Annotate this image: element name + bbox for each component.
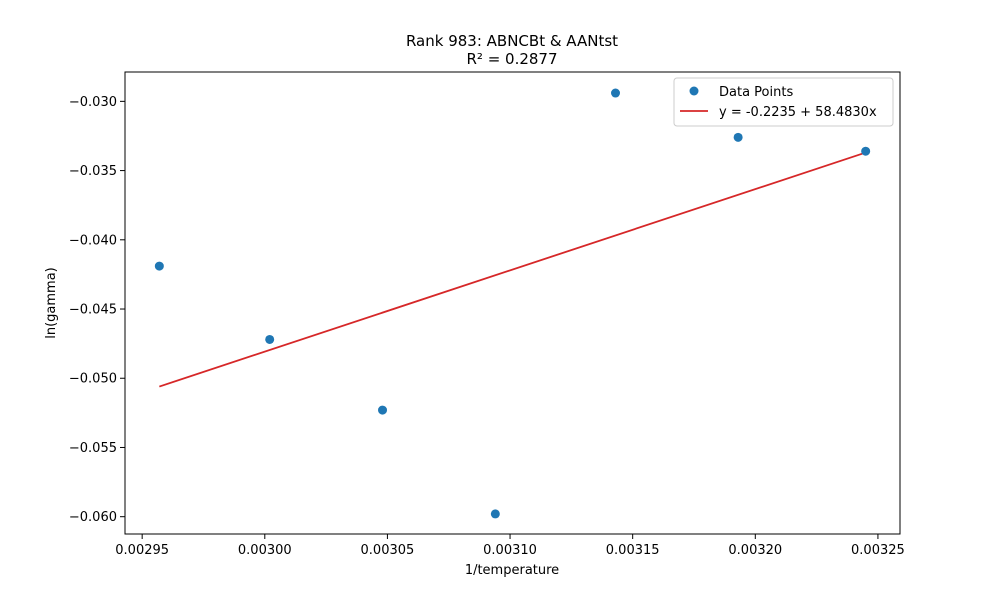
y-axis-label: ln(gamma)	[44, 267, 59, 339]
x-tick-label: 0.00325	[851, 543, 905, 558]
data-point	[490, 509, 500, 519]
x-axis: 0.00295 0.00300 0.00305 0.00310 0.00315 0.003…	[115, 534, 905, 558]
legend-marker-data-points	[689, 86, 699, 96]
x-tick-label: 0.00295	[115, 543, 169, 558]
x-tick-label: 0.00320	[728, 543, 782, 558]
legend-label-fit-line: y = -0.2235 + 58.4830x	[719, 105, 877, 120]
data-point	[611, 88, 621, 98]
data-point	[733, 132, 743, 142]
x-tick-label: 0.00315	[606, 543, 660, 558]
data-points-layer	[154, 88, 871, 519]
legend-box	[673, 77, 894, 127]
y-tick-label: −0.060	[69, 510, 117, 525]
fit-line-layer	[159, 151, 866, 388]
y-axis: −0.060 −0.055 −0.050 −0.045 −0.040 −0.035 −0.0…	[69, 95, 125, 525]
x-tick-label: 0.00300	[238, 543, 292, 558]
y-tick-label: −0.055	[69, 441, 117, 456]
data-point	[265, 334, 275, 344]
legend-label-data-points: Data Points	[719, 85, 793, 100]
legend: Data Points y = -0.2235 + 58.4830x	[673, 77, 894, 127]
y-tick-label: −0.040	[69, 233, 117, 248]
data-point	[154, 261, 164, 271]
plot-area	[124, 71, 901, 535]
data-point	[861, 146, 871, 156]
x-axis-label: 1/temperature	[465, 563, 559, 578]
y-tick-label: −0.045	[69, 303, 117, 318]
data-point	[378, 405, 388, 415]
x-tick-label: 0.00310	[483, 543, 537, 558]
x-tick-label: 0.00305	[361, 543, 415, 558]
y-tick-label: −0.050	[69, 372, 117, 387]
y-tick-label: −0.035	[69, 164, 117, 179]
chart-title: Rank 983: ABNCBt & AANtst	[406, 32, 618, 50]
y-tick-label: −0.030	[69, 95, 117, 110]
chart-subtitle: R² = 0.2877	[466, 50, 557, 68]
fit-line	[159, 151, 866, 388]
